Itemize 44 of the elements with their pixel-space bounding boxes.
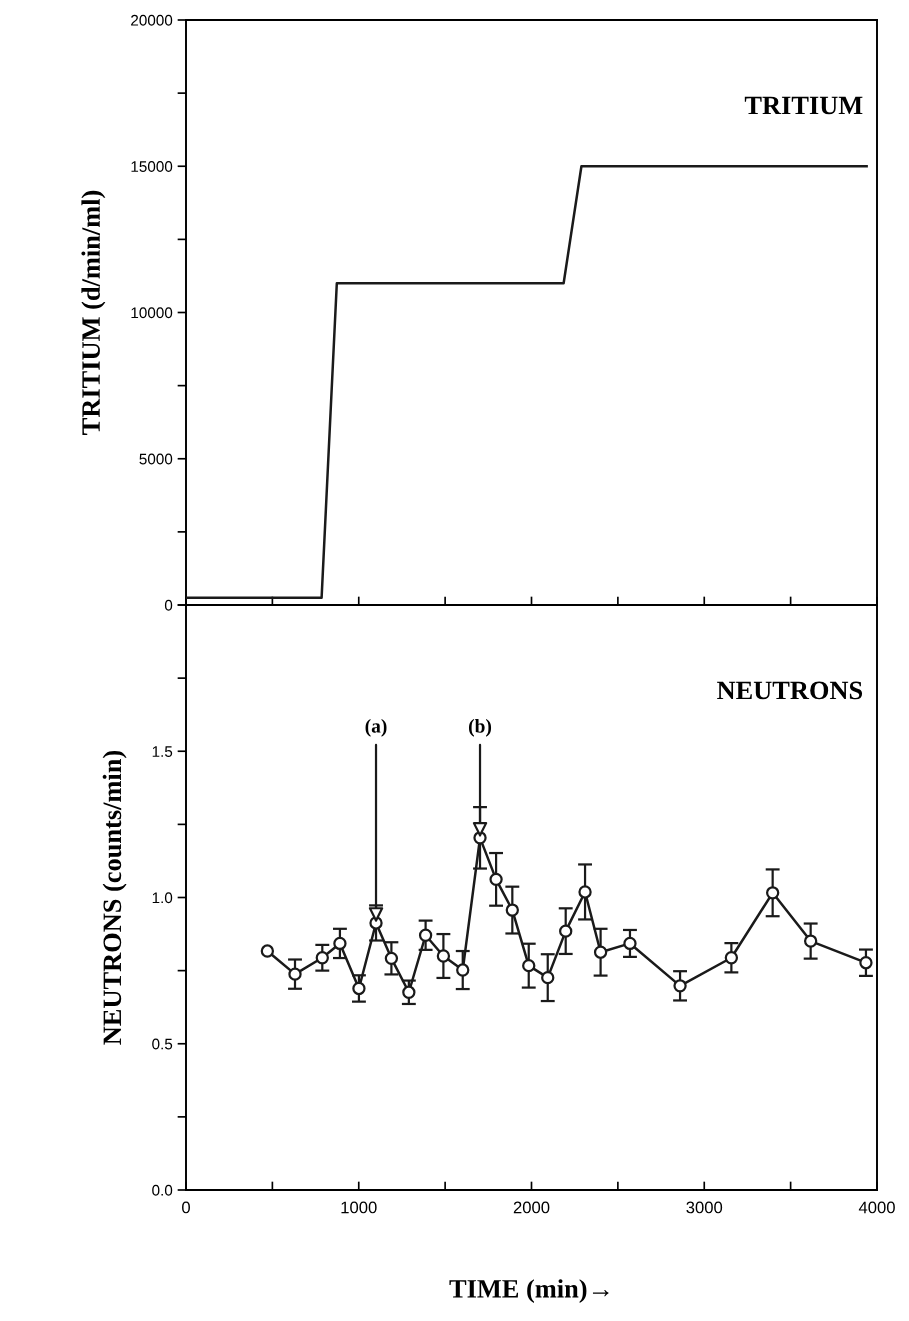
point (593, 945, 608, 959)
y-tick-label: 1.5 (152, 746, 173, 757)
annotation: (a) (365, 718, 387, 737)
point (352, 981, 366, 996)
y-tick-label: 15000 (131, 161, 173, 172)
y-tick-label: 20000 (131, 14, 173, 26)
annotation: TRITIUM (744, 96, 863, 115)
y-tick-label: 5000 (139, 453, 173, 465)
x-tick-label: 3000 (686, 1201, 723, 1214)
annotation: (b) (468, 718, 492, 737)
y-tick-label: 0.5 (152, 1038, 173, 1050)
x-tick-label: 0 (182, 1201, 190, 1214)
y-axis-title: TRITIUM (d/min/ml) (81, 190, 106, 435)
annotation: NEUTRONS (717, 681, 863, 700)
point (260, 944, 275, 958)
point (489, 872, 503, 887)
point (333, 936, 347, 951)
point (724, 951, 739, 965)
x-axis-title: TIME (min)→ (449, 1279, 609, 1304)
y-tick-label: 0 (164, 599, 173, 611)
point (765, 886, 780, 900)
point (384, 951, 399, 966)
y-tick-label: 1.0 (152, 892, 173, 904)
point (456, 963, 470, 977)
point (436, 949, 451, 963)
point (315, 951, 329, 965)
point (418, 928, 433, 942)
point (541, 970, 555, 985)
y-tick-label: 10000 (131, 307, 173, 319)
y-tick-label: 0.0 (152, 1184, 173, 1196)
point (402, 985, 416, 999)
point (578, 885, 592, 899)
point (623, 936, 637, 951)
point (288, 967, 302, 981)
point (859, 956, 873, 970)
x-tick-label: 2000 (513, 1201, 550, 1214)
x-tick-label: 4000 (858, 1201, 895, 1214)
x-tick-label: 1000 (341, 1201, 377, 1214)
y-axis-title: NEUTRONS (counts/min) (102, 750, 127, 1045)
point (505, 903, 519, 917)
point (804, 934, 818, 948)
point (673, 979, 687, 993)
point (522, 958, 536, 973)
point (559, 924, 573, 938)
